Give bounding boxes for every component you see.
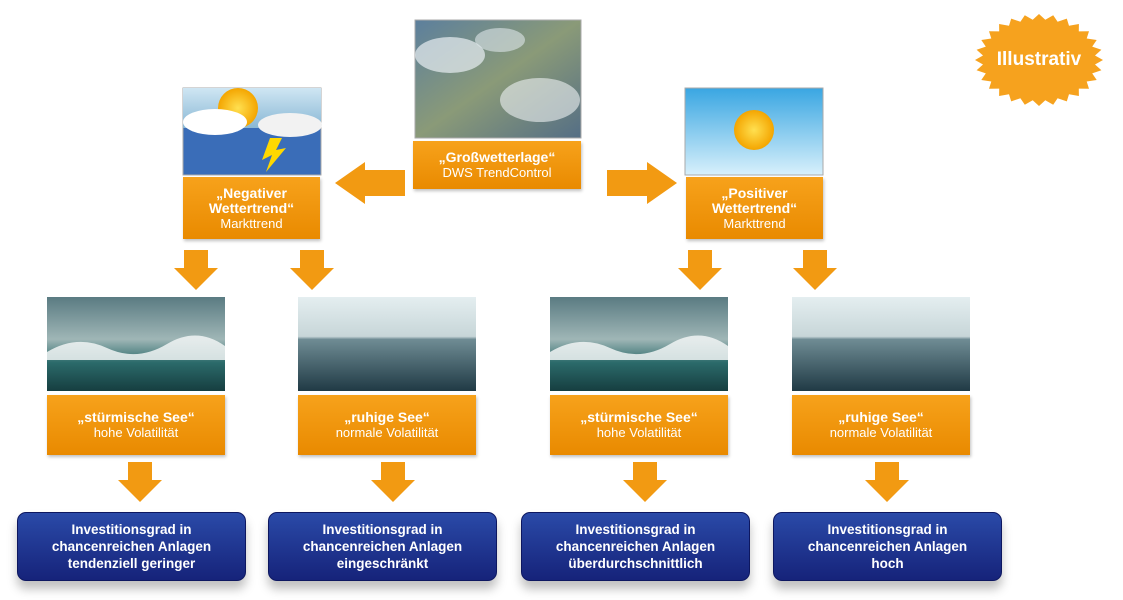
outcome-line: Investitionsgrad in (269, 521, 496, 538)
state-title: „stürmische See“ (47, 410, 225, 425)
badge: Illustrativ (975, 14, 1103, 106)
state-box: „ruhige See“normale Volatilität (792, 395, 970, 455)
outcome-line: tendenziell geringer (18, 555, 245, 572)
state-subtitle: hohe Volatilität (47, 425, 225, 440)
trend-subtitle: Markttrend (183, 216, 320, 231)
trend-title-line: „Negativer (183, 186, 320, 201)
state-title: „stürmische See“ (550, 410, 728, 425)
top-subtitle: DWS TrendControl (413, 165, 581, 180)
state-subtitle: normale Volatilität (792, 425, 970, 440)
down-arrow (118, 462, 162, 502)
down-arrow (623, 462, 667, 502)
down-arrow (371, 462, 415, 502)
top-box: „Großwetterlage“ DWS TrendControl (413, 141, 581, 189)
outcome-line: überdurchschnittlich (522, 555, 749, 572)
outcome-line: chancenreichen Anlagen (18, 538, 245, 555)
trend-title-line: Wettertrend“ (686, 201, 823, 216)
state-subtitle: normale Volatilität (298, 425, 476, 440)
down-arrow (865, 462, 909, 502)
outcome-line: chancenreichen Anlagen (522, 538, 749, 555)
state-box: „stürmische See“hohe Volatilität (47, 395, 225, 455)
trend-subtitle: Markttrend (686, 216, 823, 231)
state-title: „ruhige See“ (792, 410, 970, 425)
down-arrow (174, 250, 218, 290)
outcome-line: eingeschränkt (269, 555, 496, 572)
outcome-line: chancenreichen Anlagen (269, 538, 496, 555)
outcome-line: Investitionsgrad in (522, 521, 749, 538)
down-arrows (118, 250, 909, 502)
page: Illustrativ „Großwetterlage“ DWS TrendCo… (0, 0, 1123, 600)
badge-text: Illustrativ (997, 49, 1081, 71)
rain-image (183, 88, 322, 175)
state-subtitle: hohe Volatilität (550, 425, 728, 440)
trend-title-line: Wettertrend“ (183, 201, 320, 216)
state-box: „stürmische See“hohe Volatilität (550, 395, 728, 455)
top-title: „Großwetterlage“ (413, 150, 581, 165)
down-arrow (793, 250, 837, 290)
weather-map (415, 20, 581, 138)
outcome-line: hoch (774, 555, 1001, 572)
outcome-line: Investitionsgrad in (18, 521, 245, 538)
outcome-line: chancenreichen Anlagen (774, 538, 1001, 555)
trend-title-line: „Positiver (686, 186, 823, 201)
down-arrow (290, 250, 334, 290)
diagram-graphics (0, 0, 1123, 600)
sun-image (685, 88, 823, 175)
state-title: „ruhige See“ (298, 410, 476, 425)
down-arrow (678, 250, 722, 290)
state-box: „ruhige See“normale Volatilität (298, 395, 476, 455)
outcome-line: Investitionsgrad in (774, 521, 1001, 538)
sea-images (47, 297, 970, 391)
